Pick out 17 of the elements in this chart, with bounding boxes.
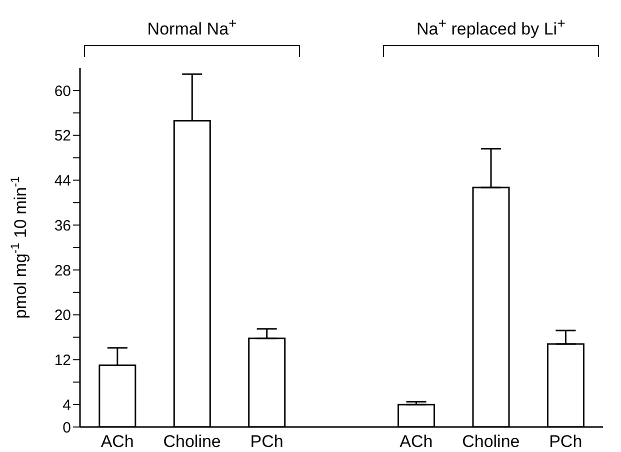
- x-tick-label: ACh: [400, 432, 433, 452]
- y-tick-label: 4: [62, 396, 71, 414]
- text: Normal Na$^{+}$: [146, 16, 238, 40]
- y-tick-label: 36: [54, 217, 71, 234]
- x-tick-label: Choline: [163, 432, 221, 452]
- y-tick-label: 52: [54, 128, 71, 145]
- y-tick-label: 20: [54, 307, 71, 324]
- x-tick-label: Choline: [462, 432, 520, 452]
- y-tick-label: 44: [54, 172, 71, 190]
- y-tick-label: 0: [62, 419, 71, 436]
- y-tick-label: 12: [54, 352, 71, 370]
- x-tick-label: PCh: [549, 432, 582, 452]
- x-tick-label: PCh: [250, 432, 284, 452]
- y-tick-label: 28: [54, 262, 71, 280]
- x-tick-label: ACh: [100, 432, 134, 452]
- text: Na$^{+}$ replaced by Li$^{+}$: [415, 16, 566, 40]
- y-tick-label: 60: [54, 82, 71, 100]
